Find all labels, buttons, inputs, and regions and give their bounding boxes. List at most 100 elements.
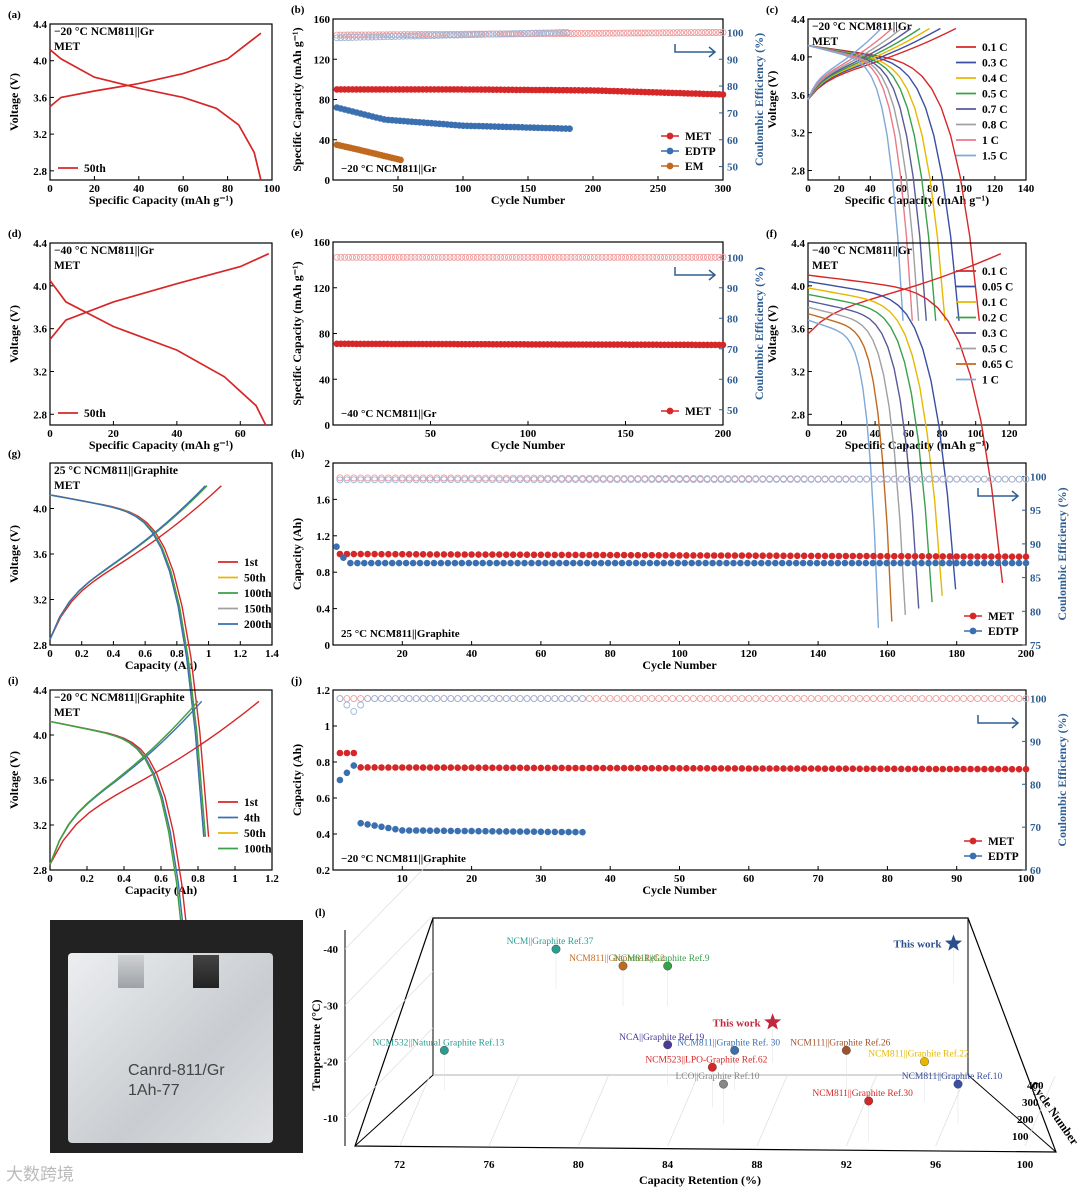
data-marker xyxy=(793,552,801,560)
data-marker xyxy=(655,764,663,772)
data-marker xyxy=(800,552,808,560)
data-marker xyxy=(966,559,974,567)
legend-entry: 1st xyxy=(244,797,258,809)
data-marker xyxy=(599,764,607,772)
x-tick-label: 150 xyxy=(520,183,537,195)
data-marker xyxy=(592,764,600,772)
data-marker xyxy=(354,559,361,567)
x-tick-label: 0 xyxy=(47,873,53,885)
ce-marker xyxy=(694,29,702,37)
y-tick-label: 4.0 xyxy=(791,52,805,64)
x-tick-label: 80 xyxy=(605,648,617,660)
y-tick-label: 4.4 xyxy=(33,685,47,697)
data-marker xyxy=(925,765,933,773)
y-tick-label: 0.2 xyxy=(316,865,330,877)
panel-subtitle: MET xyxy=(812,36,839,48)
y2-tick-label: 100 xyxy=(727,27,744,39)
y-tick-label: 2.8 xyxy=(791,166,805,178)
data-marker xyxy=(606,764,614,772)
data-marker xyxy=(932,765,940,773)
ce-marker xyxy=(438,31,446,39)
ce-marker xyxy=(516,30,524,37)
data-marker xyxy=(535,559,542,567)
ce-marker xyxy=(528,29,536,37)
data-marker xyxy=(572,828,579,836)
ce-marker xyxy=(537,476,545,484)
legend-entry: 0.7 C xyxy=(982,104,1008,116)
data-marker xyxy=(475,764,482,772)
ce-marker xyxy=(877,475,884,483)
data-marker xyxy=(367,559,375,567)
data-marker xyxy=(974,765,981,773)
data-marker xyxy=(440,551,448,558)
x-tick-label: 1.4 xyxy=(265,648,279,660)
data-marker xyxy=(696,552,704,559)
x-axis-label: Specific Capacity (mAh g⁻¹) xyxy=(89,193,233,207)
ce-marker xyxy=(357,695,365,703)
ce-marker xyxy=(613,476,621,484)
ce-marker xyxy=(606,695,614,703)
charge-line xyxy=(49,700,260,865)
ce-marker xyxy=(585,695,593,703)
ce-marker xyxy=(447,476,455,484)
data-marker xyxy=(690,552,697,559)
data-marker xyxy=(551,551,559,559)
ce-marker xyxy=(953,475,961,483)
ce-marker xyxy=(588,29,596,37)
ce-marker xyxy=(673,29,681,37)
ce-marker xyxy=(974,475,981,483)
ce-marker xyxy=(364,695,372,703)
point-label: NCM811||Graphite Ref.22 xyxy=(868,1049,969,1060)
x-tick-label: 100 xyxy=(967,428,984,440)
data-marker xyxy=(576,559,584,567)
series-line xyxy=(807,300,920,609)
ce-marker xyxy=(890,475,898,483)
ce-marker xyxy=(333,253,341,261)
ce-marker xyxy=(606,253,614,261)
data-marker xyxy=(967,553,974,560)
data-marker xyxy=(780,552,787,560)
x-axis-label: Cycle Number xyxy=(491,438,566,452)
data-marker xyxy=(719,341,727,349)
data-marker xyxy=(814,765,822,772)
ce-marker xyxy=(705,29,713,36)
ce-marker xyxy=(731,695,739,703)
data-marker xyxy=(579,764,586,772)
data-marker xyxy=(454,764,462,772)
data-marker xyxy=(877,765,884,773)
data-marker xyxy=(634,551,642,559)
data-marker xyxy=(1022,559,1030,567)
data-marker xyxy=(717,765,725,772)
data-marker xyxy=(939,559,946,567)
ce-marker xyxy=(870,475,877,483)
ce-marker xyxy=(376,253,384,261)
ce-marker xyxy=(391,32,399,40)
data-marker xyxy=(744,559,751,567)
panel-subtitle: MET xyxy=(54,260,81,272)
ce-marker xyxy=(407,32,415,40)
ce-marker xyxy=(493,253,501,261)
data-marker xyxy=(447,827,455,835)
ce-marker xyxy=(336,474,344,482)
y2-axis-label: Coulombic Efficiency (%) xyxy=(1055,713,1069,846)
legend-entry: MET xyxy=(988,611,1015,623)
ce-marker xyxy=(1022,475,1030,483)
x-axis-label: Capacity (Ah) xyxy=(125,883,197,897)
ce-marker xyxy=(473,31,481,38)
data-marker xyxy=(378,764,385,771)
data-marker xyxy=(1015,765,1023,773)
x-tick-label: 140 xyxy=(1018,183,1035,195)
data-marker xyxy=(357,764,365,771)
ce-marker xyxy=(376,33,384,41)
ce-marker xyxy=(652,29,660,37)
data-marker xyxy=(569,559,577,567)
data-marker xyxy=(641,551,649,559)
ce-marker xyxy=(676,476,683,483)
data-marker xyxy=(807,765,815,772)
data-marker xyxy=(374,559,382,567)
data-marker xyxy=(618,961,628,971)
point-label: NCM811||Graphite Ref.10 xyxy=(902,1071,1003,1082)
data-marker xyxy=(834,559,842,567)
ce-marker xyxy=(551,695,559,703)
ce-marker xyxy=(345,34,353,41)
